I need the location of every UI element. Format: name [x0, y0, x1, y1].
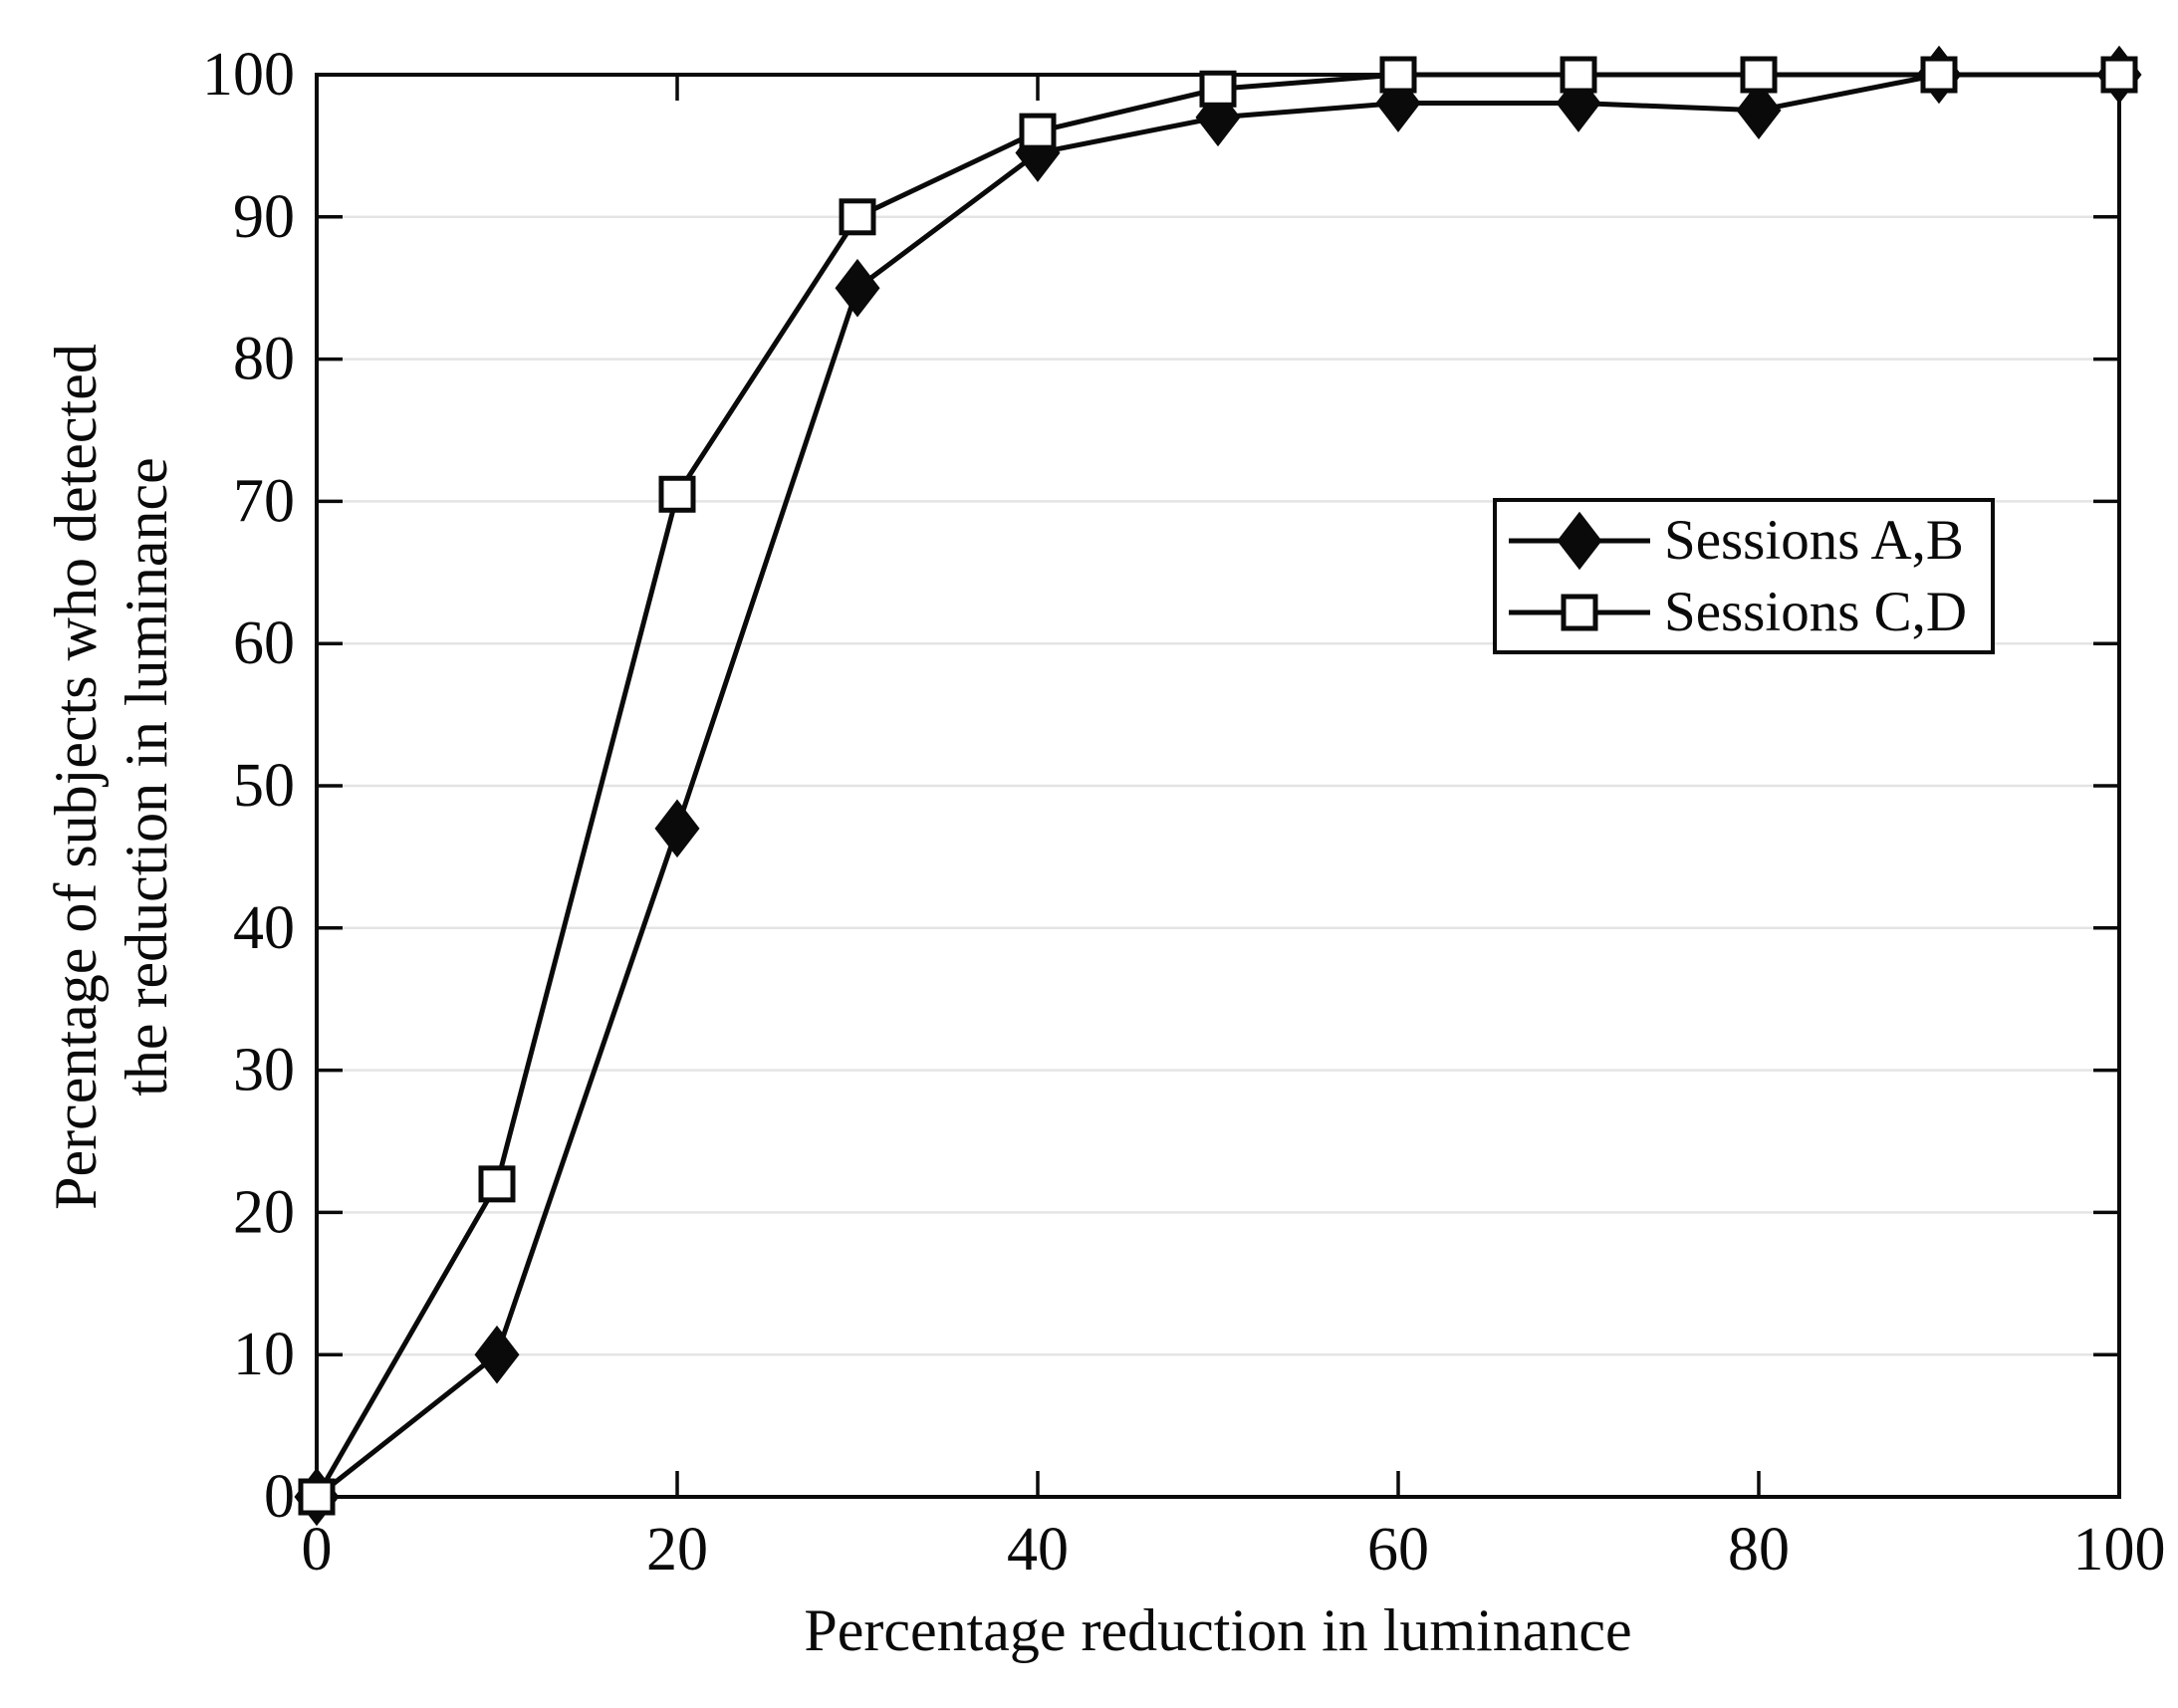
y-axis-title: Percentage of subjects who detected the … [41, 344, 182, 1210]
square-marker [298, 1478, 336, 1516]
y-tick-label: 70 [233, 467, 295, 535]
square-marker [658, 475, 696, 513]
x-tick-label: 100 [2073, 1516, 2166, 1584]
x-tick-label: 60 [1367, 1516, 1429, 1584]
square-marker [1740, 56, 1778, 94]
y-tick-label: 100 [202, 41, 295, 109]
y-tick-label: 90 [233, 183, 295, 251]
square-marker [478, 1165, 516, 1203]
x-tick-label: 40 [1007, 1516, 1069, 1584]
square-marker [1561, 594, 1598, 630]
diamond-marker [835, 258, 880, 318]
diamond-marker [474, 1325, 520, 1384]
legend-entry-sessions-ab: Sessions A,B [1507, 505, 1991, 577]
legend-label: Sessions A,B [1664, 509, 1964, 572]
y-tick-label: 0 [264, 1463, 295, 1531]
legend: Sessions A,B Sessions C,D [1493, 498, 1995, 654]
square-marker [839, 198, 876, 236]
y-tick-label: 60 [233, 610, 295, 677]
y-tick-label: 50 [233, 752, 295, 820]
y-tick-label: 80 [233, 326, 295, 393]
x-tick-label: 20 [646, 1516, 708, 1584]
diamond-filled-legend-swatch [1509, 511, 1650, 570]
legend-label: Sessions C,D [1664, 581, 1968, 643]
y-tick-label: 10 [233, 1321, 295, 1388]
diamond-marker [654, 799, 700, 858]
square-marker [1199, 70, 1237, 108]
diamond-marker [1736, 81, 1782, 139]
y-tick-label: 30 [233, 1037, 295, 1104]
y-axis-title-line2: the reduction in luminance [114, 457, 179, 1097]
square-marker [1920, 56, 1958, 94]
y-tick-label: 20 [233, 1178, 295, 1246]
x-tick-label: 0 [302, 1516, 333, 1584]
square-marker [2100, 56, 2138, 94]
square-marker [1019, 113, 1057, 150]
y-axis-title-line1: Percentage of subjects who detected [43, 344, 110, 1210]
square-marker [1379, 56, 1417, 94]
square-marker [1560, 56, 1597, 94]
square-open-legend-swatch [1509, 594, 1650, 630]
x-tick-label: 80 [1728, 1516, 1790, 1584]
y-tick-label: 40 [233, 894, 295, 962]
x-axis-title: Percentage reduction in luminance [804, 1597, 1632, 1663]
legend-entry-sessions-cd: Sessions C,D [1507, 577, 1991, 648]
diamond-marker [1557, 511, 1602, 570]
